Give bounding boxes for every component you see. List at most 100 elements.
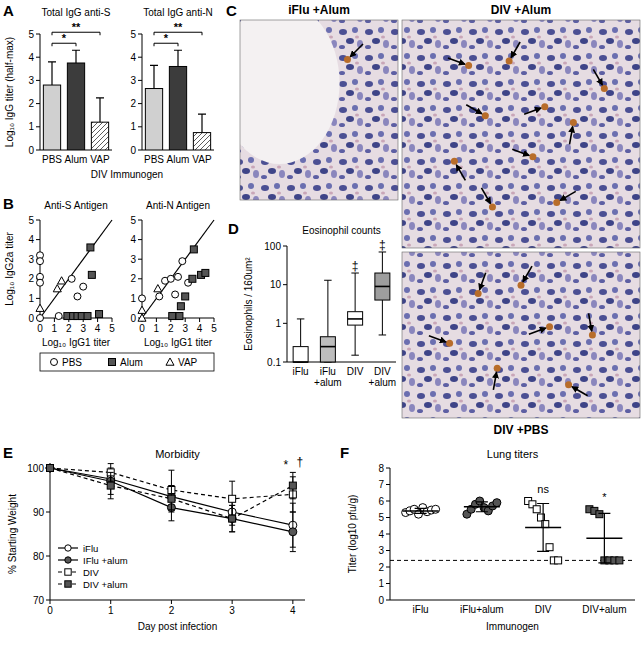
y-tick-label: 4 bbox=[378, 529, 384, 540]
y-axis bbox=[50, 468, 51, 600]
x-tick-label: 4 bbox=[197, 323, 203, 334]
annotation: * bbox=[284, 458, 289, 472]
figure: ATotal IgG anti-S012345PBSAlumVAPLog₁₀ I… bbox=[0, 0, 643, 652]
bar bbox=[193, 133, 210, 150]
x-tick bbox=[112, 318, 113, 322]
point bbox=[58, 277, 66, 284]
legend-label: PBS bbox=[62, 357, 82, 368]
legend-box bbox=[40, 353, 214, 371]
arrow bbox=[589, 313, 592, 331]
y-tick bbox=[386, 517, 390, 518]
y-tick-label: 4 bbox=[130, 234, 136, 245]
median bbox=[375, 286, 390, 288]
median bbox=[320, 346, 335, 348]
point bbox=[179, 258, 186, 265]
y-axis-title: Titer (log10 pfu/g) bbox=[347, 495, 358, 574]
title: Anti-S Antigen bbox=[44, 200, 107, 211]
point bbox=[47, 465, 54, 472]
eosinophil bbox=[565, 381, 572, 388]
y-tick bbox=[46, 600, 50, 601]
x-tick-label: PBS bbox=[42, 154, 62, 165]
arrow bbox=[456, 165, 465, 181]
eosinophil bbox=[489, 203, 496, 210]
y-tick-label: 5 bbox=[28, 29, 34, 40]
plot-area bbox=[46, 464, 297, 552]
label-line: iFlu bbox=[320, 366, 336, 377]
point bbox=[80, 283, 87, 290]
point bbox=[46, 464, 54, 472]
error-bar bbox=[290, 472, 296, 498]
y-tick-label: 0 bbox=[378, 595, 384, 606]
plot-area bbox=[240, 20, 398, 200]
whisker-low bbox=[351, 325, 358, 355]
eosinophil bbox=[601, 85, 608, 92]
y-tick-label: 4 bbox=[130, 52, 136, 63]
plot-area bbox=[145, 50, 210, 150]
bar bbox=[145, 89, 162, 150]
image-title: DIV +Alum bbox=[491, 3, 551, 17]
y-tick-label: 80 bbox=[33, 551, 45, 562]
x-tick-label: 2 bbox=[66, 323, 72, 334]
y-axis-title: Eosinophils / 160um² bbox=[243, 257, 254, 351]
x-axis bbox=[390, 600, 635, 601]
error-bar bbox=[229, 505, 235, 531]
point bbox=[168, 495, 175, 502]
plot-area bbox=[138, 220, 214, 321]
y-tick bbox=[36, 34, 40, 35]
legend-key bbox=[65, 581, 71, 587]
x-tick bbox=[97, 318, 98, 322]
arrow bbox=[481, 188, 490, 204]
title: Lung titers bbox=[487, 448, 539, 460]
y-tick-label: 0 bbox=[130, 313, 136, 324]
y-tick bbox=[36, 150, 40, 151]
x-tick bbox=[292, 600, 293, 604]
point bbox=[84, 313, 91, 320]
box bbox=[348, 312, 363, 325]
x-tick bbox=[199, 318, 200, 322]
bar bbox=[169, 66, 186, 150]
y-tick bbox=[36, 298, 40, 299]
x-tick-label: VAP bbox=[90, 154, 110, 165]
x-tick-label: VAP bbox=[192, 154, 212, 165]
title: Eosinophil counts bbox=[302, 225, 380, 236]
median bbox=[348, 318, 363, 320]
y-tick-label: 2 bbox=[28, 273, 34, 284]
x-axis-title: Log₁₀ IgG1 titer bbox=[144, 337, 213, 348]
point bbox=[493, 499, 501, 507]
label-line: iFlu bbox=[413, 604, 429, 615]
title: Total IgG anti-N bbox=[143, 7, 212, 18]
x-tick-label: DIV+alum bbox=[369, 366, 397, 388]
y-tick-label: 8 bbox=[378, 463, 384, 474]
image-title: iFlu +Alum bbox=[288, 3, 350, 17]
point bbox=[289, 482, 296, 489]
x-tick-label: 0 bbox=[37, 323, 43, 334]
y-tick-label: 0 bbox=[28, 313, 34, 324]
point bbox=[202, 269, 209, 276]
label-line: DIV+alum bbox=[582, 604, 626, 615]
arrow bbox=[511, 42, 520, 58]
x-tick bbox=[214, 318, 215, 322]
label-line: VAP bbox=[192, 154, 212, 165]
y-tick bbox=[36, 57, 40, 58]
arrow bbox=[523, 266, 532, 282]
error-bar bbox=[108, 472, 114, 498]
bar bbox=[91, 122, 108, 150]
point bbox=[53, 285, 61, 292]
point bbox=[177, 303, 184, 310]
label-line: PBS bbox=[42, 154, 62, 165]
point bbox=[289, 528, 297, 536]
detection-limit bbox=[390, 560, 635, 561]
label-line: +alum bbox=[314, 377, 342, 388]
y-tick bbox=[386, 550, 390, 551]
y-tick-label: 70 bbox=[33, 595, 45, 606]
panel-label: D bbox=[228, 220, 239, 237]
x-tick-label: DIV bbox=[535, 604, 552, 615]
whisker-high bbox=[351, 273, 358, 312]
legend-key bbox=[51, 359, 58, 366]
y-tick bbox=[138, 150, 142, 151]
eosinophil bbox=[465, 62, 472, 69]
y-tick bbox=[138, 220, 142, 221]
y-tick-label: 3 bbox=[130, 75, 136, 86]
y-tick bbox=[36, 80, 40, 81]
arrow bbox=[350, 44, 363, 57]
